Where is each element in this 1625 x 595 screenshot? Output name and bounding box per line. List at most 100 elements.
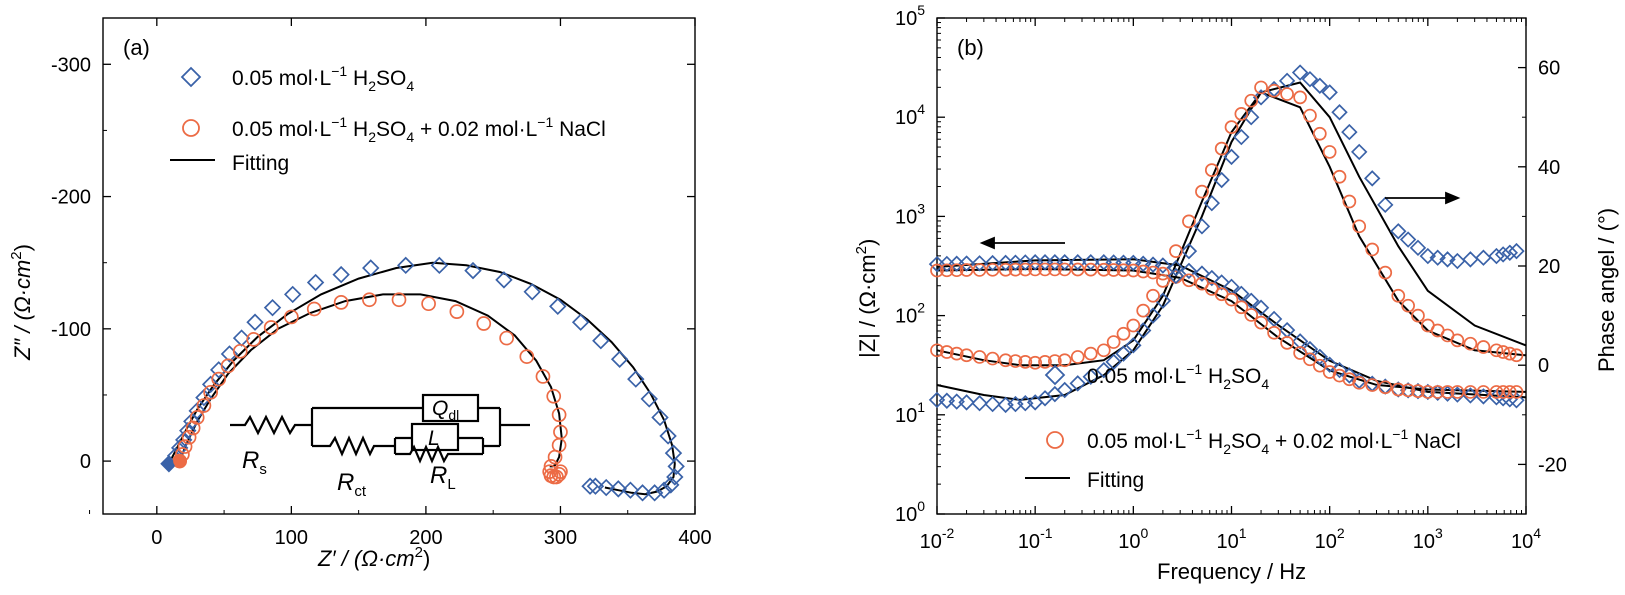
- point-series2-|Z|: [1509, 385, 1524, 399]
- point-series1-phase: [1069, 375, 1086, 392]
- point-series1-|Z|: [1134, 255, 1152, 272]
- point-series2-|Z|: [930, 263, 944, 278]
- legend-b-diamond-marker: [1044, 364, 1066, 386]
- point-series2-|Z|: [1391, 382, 1406, 397]
- point-series2-|Z|: [1018, 262, 1033, 277]
- label-rct: Rct: [337, 469, 367, 500]
- point-series2-phase: [1182, 214, 1196, 229]
- point-series2-|Z|: [959, 263, 974, 277]
- point-series2-phase: [1136, 303, 1151, 318]
- point-series2-phase: [1342, 194, 1357, 209]
- y-tick-label: 101: [895, 399, 925, 427]
- point-series1-|Z|: [1213, 274, 1230, 291]
- legend-a-circle-marker: [182, 119, 200, 137]
- point-series1: [362, 259, 380, 277]
- label-qdl: Qdl: [432, 397, 459, 423]
- point-series1-phase: [1341, 123, 1358, 141]
- point-series1-|Z|: [1125, 254, 1142, 272]
- point-series2-phase: [1509, 348, 1524, 363]
- point-series1: [332, 265, 350, 284]
- point-series1-phase: [1462, 251, 1479, 268]
- point-series2-phase: [1214, 141, 1229, 156]
- point-series1-|Z|: [1475, 388, 1492, 405]
- resistor-rs: [230, 414, 312, 436]
- point-series1-phase: [1311, 77, 1329, 94]
- point-series2-phase: [1224, 120, 1239, 134]
- y-tick-label: -200: [51, 187, 91, 209]
- x-tick-label: 0: [151, 527, 162, 549]
- point-series2-|Z|: [1303, 352, 1317, 367]
- panel-b-ylabel: |Z| / (Ω·cm2): [853, 239, 880, 358]
- x-tick-label: 104: [1511, 525, 1541, 553]
- point-series1-|Z|: [1203, 269, 1221, 287]
- legend-b-item-2: 0.05 mol·L−1 H2SO4 + 0.02 mol·L−1 NaCl: [1087, 426, 1461, 457]
- point-series2: [391, 292, 407, 308]
- point-series1-phase: [938, 392, 956, 409]
- panel-b-xlabel: Frequency / Hz: [1157, 559, 1306, 584]
- point-series2-|Z|: [1463, 385, 1478, 399]
- point-series1-phase: [1301, 70, 1319, 88]
- point-series2: [519, 349, 535, 364]
- point-series2-|Z|: [998, 262, 1013, 277]
- point-series1: [246, 313, 264, 331]
- point-series2-|Z|: [1440, 385, 1455, 399]
- point-series2: [499, 330, 514, 346]
- y-tick-label: -300: [51, 54, 91, 76]
- point-series1-phase: [1475, 249, 1492, 266]
- point-series2-|Z|: [1312, 358, 1327, 373]
- point-series2-|Z|: [1224, 292, 1239, 307]
- point-series2: [553, 464, 568, 480]
- y2-tick-label: -20: [1538, 454, 1567, 476]
- point-series1-|Z|: [1056, 254, 1073, 271]
- point-series2-phase: [985, 351, 1000, 366]
- point-series2-|Z|: [1008, 262, 1023, 277]
- point-series1: [284, 285, 302, 304]
- point-series2-|Z|: [1156, 266, 1170, 281]
- point-series2: [232, 343, 248, 359]
- point-series2-phase: [1267, 83, 1281, 98]
- point-series2-|Z|: [1352, 375, 1367, 390]
- point-series2-phase: [1083, 346, 1098, 361]
- point-series2: [476, 316, 492, 331]
- label-rs: Rs: [242, 447, 267, 478]
- y2-tick-label: 40: [1538, 157, 1560, 179]
- y-tick-label: 0: [80, 451, 91, 473]
- point-series1: [549, 297, 567, 316]
- point-series1: [581, 477, 599, 495]
- point-series2-|Z|: [1083, 262, 1098, 277]
- y-tick-label: 104: [895, 101, 925, 129]
- point-series2-|Z|: [1293, 346, 1307, 360]
- legend-a-item-1: 0.05 mol·L−1 H2SO4: [232, 63, 414, 94]
- point-series1: [651, 408, 669, 427]
- legend-b-item-3: Fitting: [1087, 469, 1144, 492]
- point-series1-phase: [1331, 104, 1348, 121]
- point-series1-phase: [971, 395, 988, 412]
- x-tick-label: 103: [1413, 525, 1443, 553]
- point-series1-phase: [1390, 223, 1407, 240]
- point-series2: [203, 384, 218, 400]
- point-series2-phase: [1496, 345, 1510, 359]
- panel-b-markers: [928, 64, 1525, 414]
- point-series1: [667, 457, 685, 476]
- point-series1-phase: [1419, 247, 1437, 265]
- point-series2-phase: [1195, 184, 1209, 199]
- point-series1: [188, 402, 206, 420]
- point-series1-phase: [1291, 64, 1309, 81]
- x-tick-label: 10-1: [1018, 525, 1053, 553]
- panel-b-ticks: 10-2 10-1 100 101 102 103 104 100 101 102 103 104 10…: [895, 2, 1567, 553]
- point-series1-phase: [1193, 218, 1211, 235]
- y-tick-label: -100: [51, 319, 91, 341]
- point-series1: [592, 332, 610, 350]
- point-series1: [195, 388, 213, 407]
- point-series1-phase: [1233, 128, 1250, 146]
- point-series2-|Z|: [1146, 265, 1160, 280]
- point-series2-|Z|: [1136, 264, 1151, 279]
- point-series1: [495, 271, 513, 289]
- legend-a: 0.05 mol·L−1 H2SO4 0.05 mol·L−1 H2SO4 + …: [170, 63, 606, 175]
- point-series1-|Z|: [984, 254, 1001, 272]
- equivalent-circuit: [230, 393, 530, 464]
- point-series2-|Z|: [1401, 383, 1415, 398]
- point-series2-phase: [972, 350, 987, 364]
- x-tick-label: 101: [1216, 525, 1246, 553]
- panel-a-frame: [102, 17, 696, 515]
